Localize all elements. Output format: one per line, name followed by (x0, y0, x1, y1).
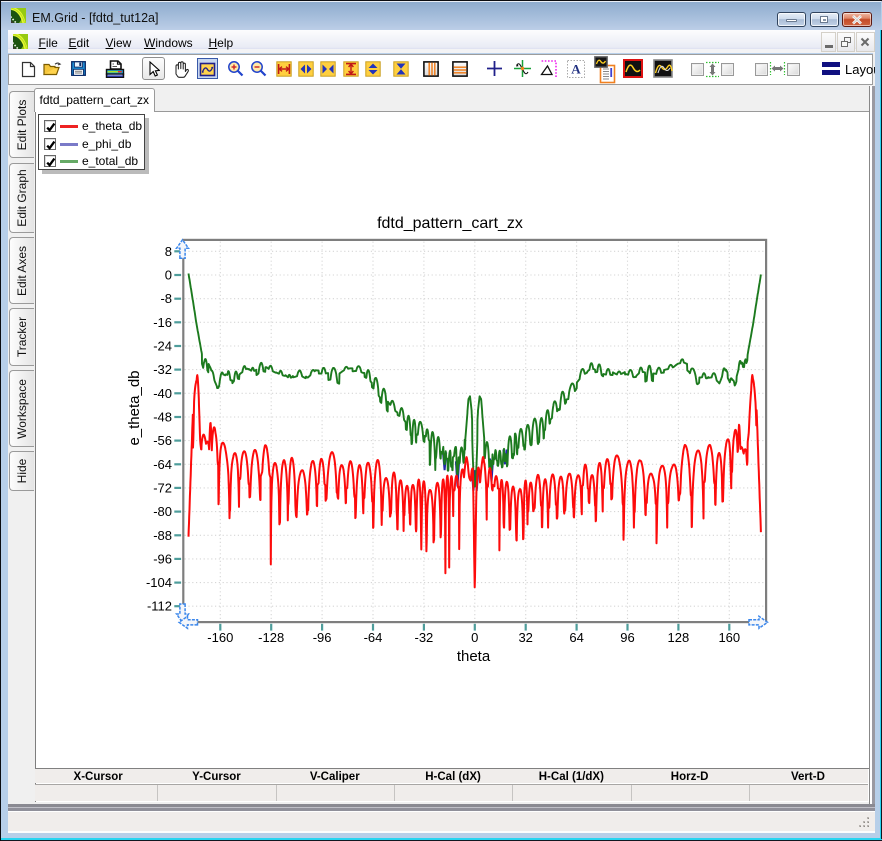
svg-text:-8: -8 (160, 291, 172, 306)
svg-text:-32: -32 (415, 630, 434, 645)
svg-text:0: 0 (165, 268, 172, 283)
svg-text:8: 8 (165, 244, 172, 259)
svg-text:e_theta_db: e_theta_db (126, 370, 143, 445)
svg-text:-104: -104 (146, 575, 172, 590)
svg-text:-128: -128 (258, 630, 284, 645)
svg-text:64: 64 (569, 630, 583, 645)
svg-text:A: A (571, 62, 581, 77)
svg-text:-96: -96 (153, 551, 172, 566)
svg-text:-112: -112 (147, 599, 172, 614)
svg-text:-64: -64 (364, 630, 383, 645)
svg-text:-32: -32 (153, 362, 172, 377)
svg-text:-40: -40 (153, 386, 172, 401)
svg-text:-24: -24 (153, 339, 172, 354)
svg-text:-80: -80 (153, 504, 172, 519)
svg-text:96: 96 (620, 630, 634, 645)
svg-text:-64: -64 (153, 457, 172, 472)
svg-text:160: 160 (718, 630, 740, 645)
svg-text:fdtd_pattern_cart_zx: fdtd_pattern_cart_zx (377, 215, 523, 232)
svg-text:32: 32 (518, 630, 532, 645)
svg-text:theta: theta (457, 648, 491, 665)
svg-text:-160: -160 (207, 630, 233, 645)
svg-text:128: 128 (668, 630, 690, 645)
svg-text:-72: -72 (153, 480, 172, 495)
svg-text:0: 0 (471, 630, 478, 645)
svg-text:-96: -96 (313, 630, 332, 645)
svg-text:-16: -16 (153, 315, 172, 330)
svg-text:-88: -88 (153, 528, 172, 543)
svg-text:-56: -56 (153, 433, 172, 448)
svg-text:-48: -48 (153, 410, 172, 425)
